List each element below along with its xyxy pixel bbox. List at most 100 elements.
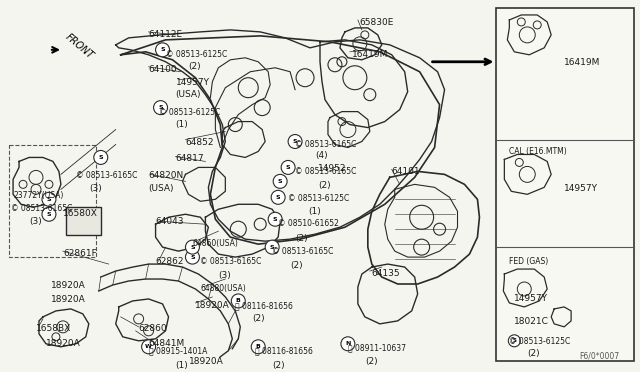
Circle shape (252, 340, 265, 354)
Text: (2): (2) (365, 357, 378, 366)
Circle shape (288, 135, 302, 148)
Text: 14957Y: 14957Y (515, 294, 548, 303)
Text: (2): (2) (290, 261, 303, 270)
Text: © 08513-6165C: © 08513-6165C (272, 247, 333, 256)
Text: Ⓑ 08116-81656: Ⓑ 08116-81656 (255, 347, 313, 356)
Text: 64043: 64043 (156, 217, 184, 226)
Text: S: S (47, 197, 51, 202)
Circle shape (186, 240, 200, 254)
Text: (2): (2) (272, 361, 285, 370)
Text: 64135: 64135 (372, 269, 401, 278)
Text: N: N (345, 341, 351, 346)
Text: 64112E: 64112E (148, 30, 183, 39)
Circle shape (273, 174, 287, 188)
Text: (4): (4) (315, 151, 328, 160)
Text: S: S (286, 165, 291, 170)
Bar (9, 145, 96, 257)
Text: 16419M: 16419M (564, 58, 600, 67)
Text: W: W (145, 344, 152, 349)
Text: 64820N: 64820N (148, 171, 184, 180)
Circle shape (281, 160, 295, 174)
Text: 14957Y: 14957Y (564, 185, 598, 193)
Text: 18920A: 18920A (51, 281, 86, 290)
Text: 18920A: 18920A (195, 301, 230, 310)
Text: S: S (47, 212, 51, 217)
Text: 62861F: 62861F (63, 249, 97, 258)
Text: S: S (158, 105, 163, 110)
Text: © 08513-6125C: © 08513-6125C (159, 108, 220, 117)
Text: 16419M: 16419M (352, 50, 388, 59)
Circle shape (271, 190, 285, 204)
Bar (66, 207, 100, 235)
Text: (3): (3) (89, 185, 102, 193)
Text: B: B (236, 298, 241, 304)
Text: (2): (2) (527, 349, 540, 358)
Text: Ⓝ 08911-10637: Ⓝ 08911-10637 (348, 344, 406, 353)
Text: 14952: 14952 (318, 164, 346, 173)
Text: S: S (99, 155, 103, 160)
Text: S: S (273, 217, 278, 222)
Circle shape (231, 294, 245, 308)
Text: Ⓑ 08116-81656: Ⓑ 08116-81656 (236, 301, 293, 310)
Text: S: S (190, 245, 195, 250)
Text: © 08513-6125C: © 08513-6125C (509, 337, 571, 346)
Circle shape (42, 192, 56, 206)
Circle shape (186, 250, 200, 264)
Text: 62862: 62862 (156, 257, 184, 266)
Circle shape (341, 337, 355, 351)
Text: © 08510-61652: © 08510-61652 (278, 219, 339, 228)
Text: © 08513-6165C: © 08513-6165C (11, 204, 72, 213)
Text: S: S (190, 254, 195, 260)
Text: 64817: 64817 (175, 154, 204, 163)
Text: 16580X: 16580X (63, 209, 98, 218)
Text: © 08513-6165C: © 08513-6165C (295, 167, 356, 176)
Text: (1): (1) (175, 361, 188, 370)
Text: 64841M: 64841M (148, 339, 185, 348)
Text: 18920A: 18920A (51, 295, 86, 304)
Text: Ⓧ 08915-1401A: Ⓧ 08915-1401A (148, 347, 207, 356)
Text: 1658BX: 1658BX (36, 324, 71, 333)
Circle shape (94, 150, 108, 164)
Text: 18920A: 18920A (188, 357, 223, 366)
Text: CAL (E16.MTM): CAL (E16.MTM) (509, 147, 567, 157)
Text: F6/0*0007: F6/0*0007 (579, 352, 619, 361)
Text: 64852: 64852 (186, 138, 214, 147)
Circle shape (42, 207, 56, 221)
Circle shape (508, 335, 520, 347)
Text: S: S (160, 47, 165, 52)
Text: (1): (1) (308, 207, 321, 216)
Text: 62860: 62860 (139, 324, 167, 333)
Text: (3): (3) (218, 271, 231, 280)
Circle shape (265, 240, 279, 254)
Circle shape (268, 212, 282, 226)
Text: S: S (512, 338, 516, 343)
Text: 18021C: 18021C (515, 317, 549, 326)
Text: (2): (2) (188, 62, 201, 71)
Text: © 08513-6125C: © 08513-6125C (288, 194, 349, 203)
Text: 18920A: 18920A (46, 339, 81, 348)
Text: 64101: 64101 (392, 167, 420, 176)
Text: (2): (2) (295, 234, 308, 243)
Text: B: B (256, 344, 260, 349)
Text: (1): (1) (175, 119, 188, 129)
Text: S: S (292, 139, 298, 144)
Text: S: S (270, 245, 275, 250)
Text: FED (GAS): FED (GAS) (509, 257, 548, 266)
Text: 64880(USA): 64880(USA) (200, 284, 246, 293)
Text: FRONT: FRONT (64, 32, 96, 61)
Text: 23772Y(USA): 23772Y(USA) (13, 191, 63, 201)
Text: S: S (278, 179, 282, 184)
Text: S: S (276, 195, 280, 200)
Text: © 08513-6165C: © 08513-6165C (295, 140, 356, 148)
Text: 14957Y: 14957Y (175, 78, 209, 87)
Text: (USA): (USA) (175, 90, 201, 99)
Bar (497, 8, 634, 361)
Text: (2): (2) (318, 182, 331, 190)
Text: © 08513-6165C: © 08513-6165C (200, 257, 262, 266)
Text: © 08513-6125C: © 08513-6125C (166, 50, 227, 59)
Text: (2): (2) (252, 314, 265, 323)
Text: © 08513-6165C: © 08513-6165C (76, 171, 137, 180)
Text: 65830E: 65830E (360, 18, 394, 27)
Circle shape (154, 101, 168, 115)
Text: 64860(USA): 64860(USA) (193, 239, 238, 248)
